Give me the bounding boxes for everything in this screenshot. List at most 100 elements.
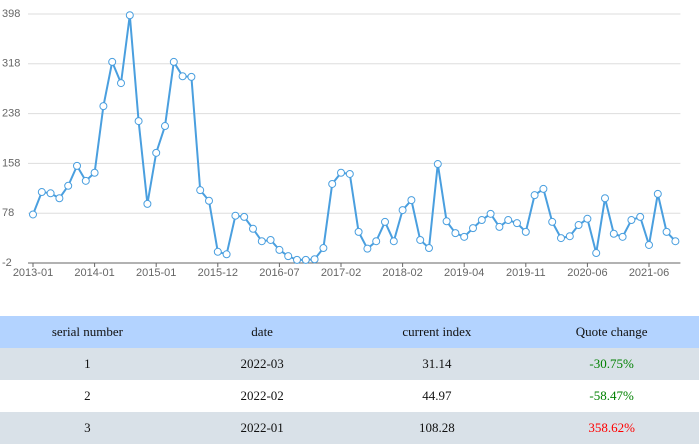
table-cell: 2 <box>84 388 91 403</box>
x-tick-label: 2014-01 <box>74 267 114 279</box>
data-point <box>301 255 310 264</box>
data-point <box>662 227 671 236</box>
data-point <box>645 240 653 249</box>
data-point <box>64 181 73 190</box>
data-point <box>539 184 548 193</box>
data-point <box>618 232 627 241</box>
data-point <box>521 227 530 236</box>
x-tick-label: 2020-06 <box>567 267 607 279</box>
data-point <box>609 229 618 238</box>
data-point <box>530 191 539 200</box>
data-point <box>592 249 601 258</box>
data-point <box>266 235 275 244</box>
data-point <box>231 211 240 220</box>
table-cell: 3 <box>84 420 91 435</box>
data-point <box>416 235 425 244</box>
x-tick-label: 2018-02 <box>382 267 422 279</box>
data-point <box>557 234 565 243</box>
y-tick-label: 318 <box>2 58 20 70</box>
table-row: 2 2022-02 44.97 -58.47% <box>0 380 699 412</box>
data-point <box>486 209 495 218</box>
y-tick-label: 78 <box>2 207 14 219</box>
data-point <box>205 196 213 205</box>
data-point <box>213 247 222 256</box>
data-point <box>161 122 169 131</box>
data-point <box>37 188 46 197</box>
data-point <box>372 237 381 246</box>
x-tick-label: 2019-04 <box>444 267 484 279</box>
data-point <box>627 216 636 225</box>
x-tick-label: 2017-02 <box>321 267 361 279</box>
table-cell: 2022-03 <box>240 356 284 371</box>
data-point <box>134 117 143 126</box>
data-point <box>310 255 319 264</box>
data-point <box>328 179 337 188</box>
data-point <box>354 227 363 236</box>
data-point <box>249 224 257 233</box>
data-point <box>504 216 513 225</box>
data-point <box>425 244 433 253</box>
table-cell: 2022-01 <box>240 420 284 435</box>
chart: -2 78 158 238 318 398 2013-01 2014-01 2015-01 201… <box>2 8 681 279</box>
table-cell: 108.28 <box>419 420 455 435</box>
x-tick-label: 2015-01 <box>136 267 176 279</box>
data-point <box>46 189 55 198</box>
table-cell: 1 <box>84 356 91 371</box>
data-point <box>293 255 301 264</box>
data-point <box>451 229 460 238</box>
data-point <box>477 216 486 225</box>
data-point <box>398 206 407 215</box>
data-point <box>433 160 442 169</box>
table-row: 3 2022-01 108.28 358.62% <box>0 412 699 444</box>
data-table: serial number date current index Quote c… <box>0 316 699 444</box>
data-point <box>442 217 451 226</box>
x-tick-label: 2015-12 <box>198 267 238 279</box>
data-point <box>495 222 504 231</box>
data-point <box>363 244 372 253</box>
data-point <box>99 102 108 111</box>
header-cell: date <box>251 324 273 339</box>
data-point <box>275 245 284 254</box>
data-point <box>169 57 178 66</box>
table-cell: 44.97 <box>422 388 452 403</box>
data-point <box>565 232 574 241</box>
y-tick-label: 398 <box>2 8 20 20</box>
table-row: 1 2022-03 31.14 -30.75% <box>0 348 699 380</box>
data-point <box>345 169 354 178</box>
data-point <box>337 168 345 177</box>
data-point <box>125 11 134 20</box>
data-point <box>653 189 662 198</box>
data-point <box>29 210 37 219</box>
data-point <box>81 176 90 185</box>
data-point <box>469 224 477 233</box>
data-point <box>460 232 469 241</box>
data-point <box>583 214 592 223</box>
x-tick-label: 2021-06 <box>629 267 669 279</box>
data-point <box>55 194 64 203</box>
data-point <box>187 72 196 81</box>
data-point <box>671 237 680 246</box>
x-tick-label: 2013-01 <box>13 267 53 279</box>
data-point <box>152 148 161 157</box>
header-row: serial number date current index Quote c… <box>0 316 699 348</box>
data-point <box>407 196 416 205</box>
quote-change-cell: -30.75% <box>589 356 634 371</box>
data-point <box>90 168 99 177</box>
data-point <box>389 237 398 246</box>
data-point <box>257 237 266 246</box>
data-point <box>196 186 205 195</box>
data-point <box>284 252 293 261</box>
data-point <box>636 212 645 221</box>
data-point <box>319 244 328 253</box>
data-point <box>117 79 125 88</box>
y-tick-label: -2 <box>2 257 12 269</box>
table-cell: 2022-02 <box>240 388 284 403</box>
data-point <box>108 57 117 66</box>
data-point <box>222 250 231 259</box>
data-point <box>513 219 521 228</box>
quote-change-cell: -58.47% <box>589 388 634 403</box>
data-point <box>574 221 583 230</box>
table-cell: 31.14 <box>422 356 452 371</box>
data-point <box>548 217 557 226</box>
